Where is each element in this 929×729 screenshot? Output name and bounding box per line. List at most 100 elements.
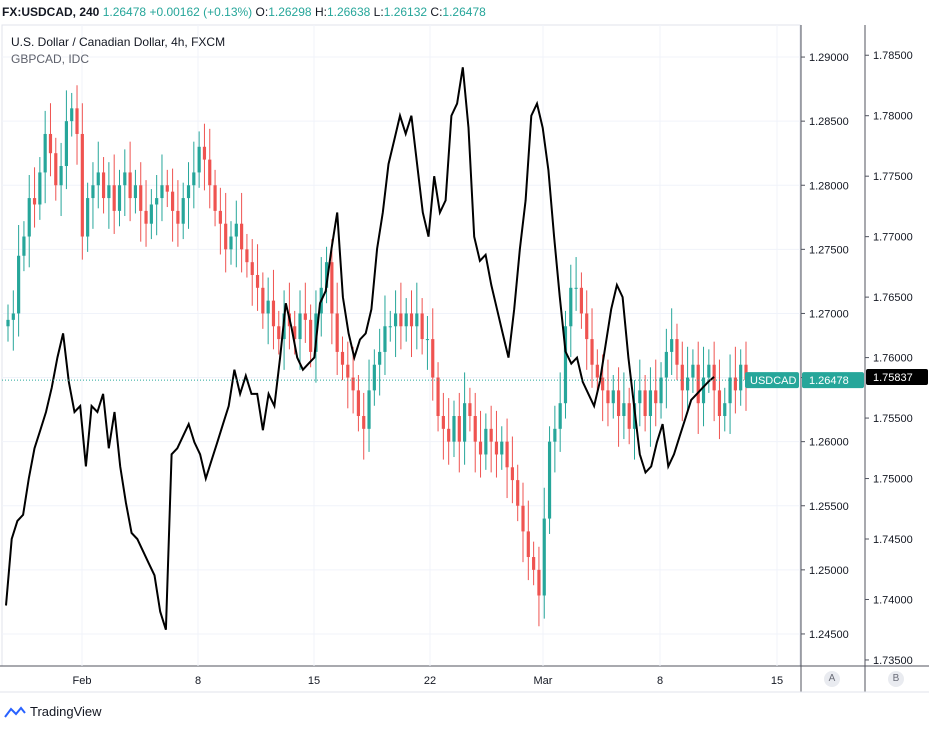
close-value: 1.26478 [442,5,486,19]
usdcad-candle-body [723,403,727,417]
y-tick-label-a: 1.28000 [809,180,849,192]
y-tick-label-a: 1.28500 [809,116,849,128]
compare-symbol-legend[interactable]: GBPCAD, IDC [11,52,90,66]
usdcad-candle-body [208,159,212,186]
y-tick-label-a: 1.25000 [809,565,849,577]
usdcad-candle-body [696,364,700,404]
y-tick-label-a: 1.27500 [809,244,849,256]
usdcad-candle-body [638,390,642,404]
usdcad-candle-body [691,364,695,378]
x-tick-label: 15 [308,675,320,687]
usdcad-candle-body [303,313,307,320]
usdcad-candle-body [43,133,47,173]
tradingview-wordmark: TradingView [30,704,102,719]
usdcad-candle-body [516,480,520,506]
y-tick-label-b: 1.78500 [873,50,913,62]
usdcad-candle-body [351,377,355,391]
usdcad-candle-body [117,185,122,211]
usdcad-candle-body [245,249,249,263]
usdcad-candle-body [494,441,499,455]
usdcad-candle-body [64,121,68,167]
usdcad-candle-body [553,428,557,442]
usdcad-candle-body [229,236,233,250]
low-value: 1.26132 [383,5,428,19]
usdcad-candle-body [86,198,90,237]
y-tick-label-b: 1.76000 [873,353,913,365]
symbol-name[interactable]: FX:USDCAD, 240 [2,5,100,19]
usdcad-candle-body [728,377,732,404]
usdcad-candle-body [176,210,180,224]
usdcad-candle-body [197,146,201,173]
usdcad-candle-body [133,185,138,199]
usdcad-candle-body [139,185,143,211]
usdcad-candle-body [96,172,100,186]
y-tick-label-a: 1.27000 [809,308,849,320]
usdcad-candle-body [32,198,37,205]
usdcad-candle-body [181,198,185,224]
usdcad-candle-body [330,262,334,314]
usdcad-candle-body [590,339,594,365]
usdcad-candle-body [160,185,164,199]
symbol-header: FX:USDCAD, 240 1.26478 +0.00162 (+0.13%)… [2,3,486,21]
usdcad-candle-body [362,416,366,429]
usdcad-candle-body [165,185,169,192]
usdcad-candle-body [27,198,31,237]
usdcad-candle-body [261,287,265,314]
usdcad-candle-body [75,108,79,134]
x-tick-label: 22 [424,675,436,687]
y-tick-label-b: 1.74000 [873,594,913,606]
usdcad-candle-body [404,313,408,327]
usdcad-candle-body [441,416,445,429]
usdcad-candle-body [255,274,260,288]
usdcad-candle-body [192,172,196,186]
usdcad-candle-body [372,364,376,391]
usdcad-candle-body [335,313,339,352]
usdcad-candle-body [399,313,403,327]
usdcad-candle-body [532,557,536,570]
gbpcad-line [5,67,715,631]
usdcad-candle-body [378,351,382,365]
usdcad-candle-body [48,133,53,154]
usdcad-candle-body [415,313,419,327]
usdcad-candle-body [701,377,706,404]
usdcad-candle-body [648,390,653,417]
x-tick-label: Mar [534,675,553,687]
usdcad-candle-body [128,172,132,199]
usdcad-candle-body [526,531,530,558]
usdcad-candle-body [80,133,84,237]
usdcad-candle-body [670,339,674,352]
y-tick-label-b: 1.73500 [873,655,913,667]
usdcad-candle-body [478,441,483,455]
usdcad-candle-body [680,364,684,391]
usdcad-candle-body [393,313,398,327]
usdcad-candle-body [431,339,435,378]
usdcad-candle-body [22,236,26,256]
open-label: O: [255,5,269,19]
usdcad-candle-body [664,351,668,378]
usdcad-candle-body [112,185,116,211]
low-label: L: [373,5,384,19]
y-tick-label-a: 1.24500 [809,629,849,641]
usdcad-candle-body [250,262,254,275]
usdcad-candle-body [70,108,74,122]
usdcad-candle-body [346,364,350,378]
y-tick-label-b: 1.77500 [873,171,913,183]
usdcad-candle-body [585,313,589,340]
gbpcad-price-badge [866,368,928,385]
y-tick-label-b: 1.78000 [873,111,913,123]
y-tick-label-b: 1.76500 [873,292,913,304]
y-tick-label-b: 1.75500 [873,413,913,425]
usdcad-candle-body [356,390,361,417]
y-tick-label-a: 1.25500 [809,501,849,513]
usdcad-candle-body [425,339,430,341]
usdcad-candle-body [409,313,414,327]
auto-scale-button-right[interactable]: B [888,671,904,687]
usdcad-candle-body [521,505,525,532]
usdcad-candle-body [383,326,387,352]
tradingview-logo[interactable]: TradingView [4,704,102,719]
usdcad-candle-body [717,390,722,417]
usdcad-candle-body [601,377,605,391]
auto-scale-button[interactable]: A [824,671,840,687]
chart-legend-title[interactable]: U.S. Dollar / Canadian Dollar, 4h, FXCM [11,35,226,49]
